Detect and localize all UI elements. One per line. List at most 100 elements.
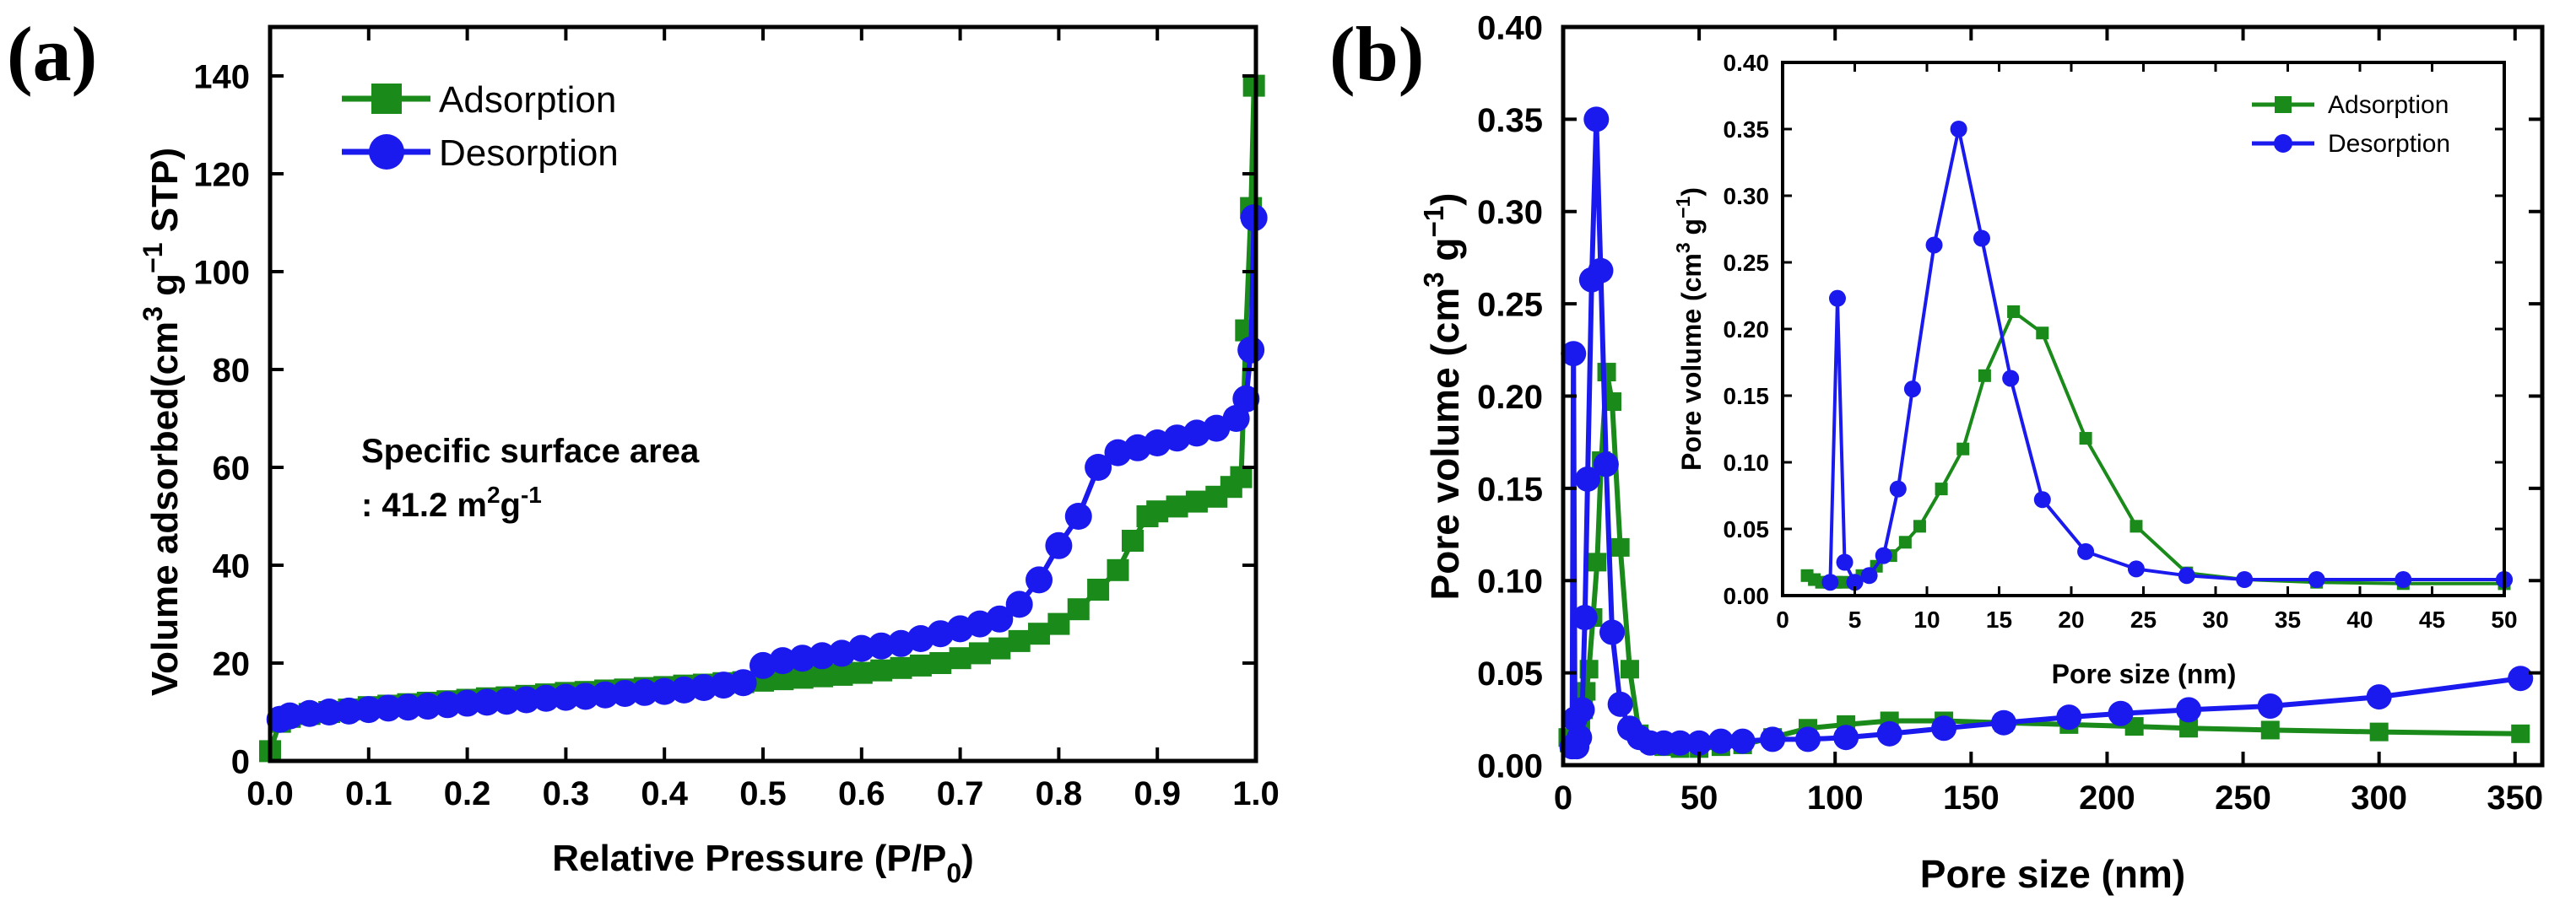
panel-b-y-tick-label: 0.30 [1477, 194, 1543, 231]
panel-a-desorption-point [394, 693, 422, 721]
panel-b-desorption-point [2508, 666, 2534, 692]
inset-adsorption-point [1978, 369, 1991, 382]
panel-a-legend: Adsorption Desorption [342, 79, 619, 174]
inset-y-tick-label: 0.05 [1724, 516, 1770, 542]
panel-b-x-tick-label: 350 [2487, 779, 2543, 817]
inset-y-tick-label: 0.25 [1724, 250, 1770, 276]
panel-a-adsorption-point [850, 661, 873, 684]
panel-a-y-tick-label: 80 [213, 352, 251, 389]
panel-b-desorption-point [2056, 704, 2082, 731]
panel-a-y-tick-label: 40 [213, 548, 251, 585]
inset-y-tick-label: 0.30 [1724, 183, 1770, 209]
panel-b-y-tick-label: 0.40 [1477, 9, 1543, 46]
panel-a-desorption-point [868, 632, 896, 660]
panel-a-desorption-point [630, 678, 658, 706]
panel-a-desorption-point [828, 639, 856, 667]
inset-x-tick-label: 5 [1848, 607, 1862, 633]
panel-b-desorption-point [2108, 700, 2134, 726]
inset-desorption-point [2395, 571, 2412, 589]
panel-a-x-tick-label: 0.2 [444, 775, 491, 812]
inset-adsorption-point [2007, 305, 2021, 318]
panel-b-desorption-point [2176, 697, 2202, 723]
panel-a-desorption-point [434, 691, 462, 719]
panel-b-adsorption-point [1603, 392, 1621, 412]
panel-a-adsorption-point [1008, 629, 1031, 652]
panel-a-desorption-point [1085, 454, 1112, 481]
panel-a-y-tick-label: 0 [231, 743, 250, 780]
panel-a-desorption-point [592, 681, 620, 709]
panel-a-adsorption-point [1166, 495, 1188, 518]
inset-x-tick-label: 50 [2491, 607, 2517, 633]
inset-legend-adsorption-label: Adsorption [2328, 91, 2449, 119]
panel-a-desorption-point [710, 672, 738, 699]
surface-area-annotation-line2: : 41.2 m2g-1 [361, 482, 542, 524]
panel-a-desorption-point [1045, 531, 1073, 559]
inset-adsorption-point [1898, 536, 1912, 549]
panel-a-x-tick-label: 0.3 [543, 775, 590, 812]
inset-adsorption-point [1935, 483, 1948, 496]
inset-y-ticks: 0.00 0.05 0.10 0.15 0.20 0.25 0.30 0.35 0.40 [1724, 50, 2504, 609]
legend-desorption: Desorption [342, 132, 619, 174]
panel-b-desorption-point [1667, 730, 1693, 756]
panel-b-adsorption-point [2511, 724, 2530, 743]
panel-b-adsorption-point [1597, 363, 1616, 382]
panel-b-y-axis-title: Pore volume (cm3 g−1) [1418, 193, 1467, 601]
panel-a-adsorption-point [870, 659, 893, 682]
inset-desorption-point [2127, 560, 2145, 578]
inset-adsorption-point [1837, 575, 1850, 589]
inset-x-tick-label: 10 [1913, 607, 1940, 633]
panel-b-adsorption-point [1620, 660, 1639, 679]
panel-a-desorption-point [493, 688, 521, 715]
panel-b-desorption-point [1567, 725, 1593, 751]
panel-a-desorption-point [1064, 503, 1092, 530]
panel-b-desorption-point [1599, 619, 1625, 645]
panel-a-desorption-point [571, 682, 599, 710]
panel-b-x-tick-label: 200 [2079, 779, 2135, 817]
panel-a-adsorption-point [1047, 612, 1070, 635]
panel-b-series [1558, 106, 2534, 760]
panel-a-y-axis-title: Volume adsorbed(cm3 g−1 STP) [138, 148, 186, 696]
inset-legend-adsorption-marker [2275, 96, 2292, 113]
panel-a-desorption-point [266, 705, 294, 733]
inset-y-tick-label: 0.20 [1724, 316, 1770, 343]
legend-desorption-label: Desorption [439, 132, 619, 174]
inset-desorption-point [2002, 369, 2020, 387]
panel-b-x-tick-label: 50 [1680, 779, 1718, 817]
panel-b-x-axis-title: Pore size (nm) [1920, 852, 2185, 896]
inset-y-tick-label: 0.40 [1724, 50, 1770, 76]
panel-a-adsorption-point [1185, 490, 1208, 513]
inset-x-tick-label: 15 [1986, 607, 2012, 633]
panel-b-y-tick-label: 0.10 [1477, 564, 1543, 601]
inset-x-axis-title: Pore size (nm) [2052, 659, 2237, 689]
inset-legend-desorption: Desorption [2252, 130, 2450, 158]
panel-b-desorption-point [1707, 728, 1734, 754]
panel-a-adsorption-point [988, 637, 1011, 660]
panel-b-desorption-point [1593, 451, 1619, 477]
inset-x-tick-label: 40 [2346, 607, 2373, 633]
panel-b-y-tick-label: 0.05 [1477, 655, 1543, 693]
panel-b-desorption-point [1588, 257, 1614, 283]
panel-a-adsorption-point [831, 663, 853, 686]
inset-legend-desorption-marker [2274, 134, 2292, 153]
panel-a-desorption-point [316, 699, 344, 726]
inset-desorption-point [1836, 553, 1854, 571]
panel-b-x-tick-label: 250 [2215, 779, 2271, 817]
inset-x-tick-label: 45 [2419, 607, 2445, 633]
panel-b-desorption-point [2366, 684, 2392, 710]
panel-a-x-tick-label: 0.6 [838, 775, 885, 812]
inset-desorption-point [1821, 574, 1839, 591]
panel-a-x-tick-label: 0.7 [937, 775, 984, 812]
inset-x-ticks: 0 5 10 15 20 25 30 35 40 45 50 [1776, 62, 2518, 633]
panel-a-adsorption-point [1028, 623, 1051, 645]
panel-a-desorption-point [552, 683, 580, 711]
panel-a-x-axis-title: Relative Pressure (P/P0) [552, 838, 974, 888]
panel-b-desorption-point [1561, 341, 1587, 367]
panel-b-desorption-point [1569, 697, 1595, 723]
panel-a-plot-frame [268, 24, 1258, 763]
inset-desorption-point [2178, 567, 2195, 585]
inset-x-tick-label: 0 [1776, 607, 1789, 633]
inset-desorption-point [2236, 571, 2254, 589]
panel-a-adsorption-point [1067, 598, 1090, 621]
inset-desorption-point [2077, 542, 2095, 560]
panel-a-label: (a) [7, 11, 97, 97]
